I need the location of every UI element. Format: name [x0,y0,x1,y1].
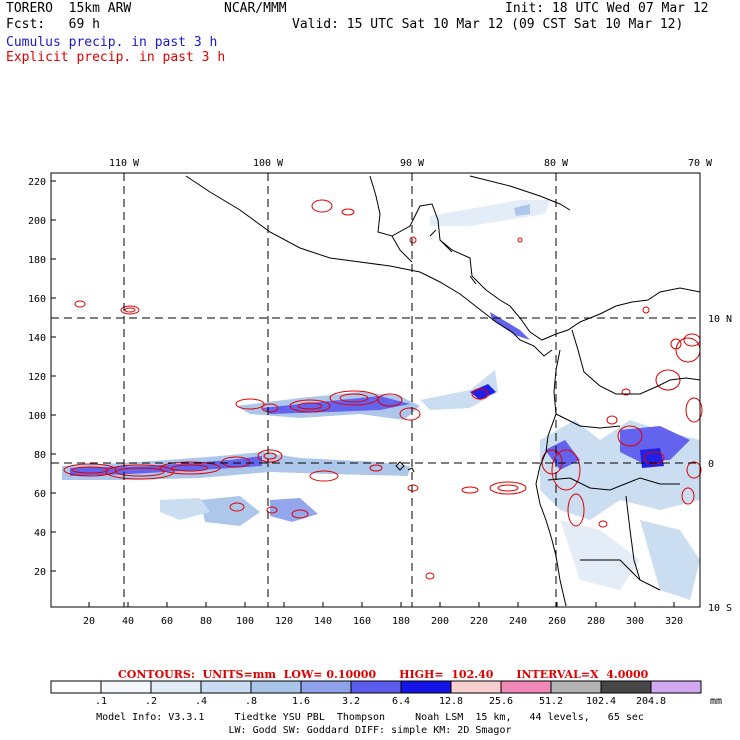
plot-frame [50,172,701,608]
color-bar-swatch [650,680,702,694]
color-bar-label: .4 [194,696,208,707]
x-tick-label: 160 [353,616,371,627]
explicit-legend: Explicit precip. in past 3 h [6,50,226,65]
lon-label: 70 W [688,158,713,169]
x-tick-label: 40 [122,616,134,627]
cumulus-precip-shading [62,200,700,600]
org-label: NCAR/MMM [224,1,287,16]
color-bar-swatch [450,680,502,694]
color-bar-label: 12.8 [438,696,464,707]
x-tick-label: 20 [83,616,95,627]
x-tick-label: 200 [431,616,449,627]
y-tick-label: 60 [34,489,46,500]
color-bar-label: .2 [144,696,158,707]
color-bar-label: 51.2 [538,696,564,707]
lon-label: 100 W [253,158,284,169]
valid-time: Valid: 15 UTC Sat 10 Mar 12 (09 CST Sat … [292,17,684,32]
color-bar-swatch [350,680,402,694]
color-bar-swatch [150,680,202,694]
y-tick-label: 180 [28,255,46,266]
y-tick-label: 140 [28,333,46,344]
lon-label: 110 W [109,158,140,169]
x-tick-label: 220 [470,616,488,627]
forecast-hour: Fcst: 69 h [6,17,100,32]
explicit-precip-contours [63,199,703,580]
color-bar [50,680,702,694]
color-bar-label: 204.8 [635,696,667,707]
x-tick-label: 180 [392,616,410,627]
y-tick-labels: 220 200 180 160 140 120 100 80 60 40 20 [28,177,46,578]
color-bar-label: 3.2 [341,696,361,707]
lat-lon-grid [51,173,700,607]
color-bar-swatch [100,680,152,694]
y-tick-label: 160 [28,294,46,305]
model-info-line2: LW: Godd SW: Goddard DIFF: simple KM: 2D… [228,725,512,736]
x-tick-labels: 20 40 60 80 100 120 140 160 180 200 220 … [83,616,683,627]
cumulus-legend: Cumulus precip. in past 3 h [6,35,218,50]
color-bar-label: 6.4 [391,696,411,707]
y-axis-ticks [51,180,56,572]
x-tick-label: 80 [200,616,212,627]
y-tick-label: 220 [28,177,46,188]
longitude-labels: 110 W 100 W 90 W 80 W 70 W [109,158,713,169]
color-bar-swatch [300,680,352,694]
x-tick-label: 320 [665,616,683,627]
color-bar-label: 25.6 [488,696,514,707]
x-tick-label: 120 [275,616,293,627]
x-tick-label: 60 [161,616,173,627]
color-bar-swatch [600,680,652,694]
y-tick-label: 200 [28,216,46,227]
color-bar-swatch [500,680,552,694]
y-tick-label: 80 [34,450,46,461]
model-title: TORERO 15km ARW [6,1,132,16]
lon-label: 90 W [400,158,425,169]
model-info-line1: Model Info: V3.3.1 Tiedtke YSU PBL Thomp… [96,712,644,723]
color-bar-label: 102.4 [585,696,617,707]
color-bar-label: .1 [94,696,108,707]
color-bar-swatch [200,680,252,694]
x-axis-ticks [88,602,675,607]
y-tick-label: 20 [34,567,46,578]
x-tick-label: 280 [587,616,605,627]
lon-label: 80 W [544,158,569,169]
latitude-labels: 10 N 0 10 S [708,314,732,614]
x-tick-label: 300 [626,616,644,627]
contours-info: CONTOURS: UNITS=mm LOW= 0.10000 HIGH= 10… [118,668,649,681]
lat-label: 0 [708,459,714,470]
y-tick-label: 120 [28,372,46,383]
lat-label: 10 N [708,314,732,325]
init-time: Init: 18 UTC Wed 07 Mar 12 [505,1,709,16]
lat-label: 10 S [708,603,732,614]
coastlines [185,175,701,607]
x-tick-label: 240 [509,616,527,627]
color-bar-unit: mm [709,696,723,707]
y-tick-label: 40 [34,528,46,539]
color-bar-label: 1.6 [291,696,311,707]
color-bar-swatch [400,680,452,694]
color-bar-swatch [550,680,602,694]
x-tick-label: 100 [236,616,254,627]
color-bar-label: .8 [244,696,258,707]
x-tick-label: 260 [548,616,566,627]
x-tick-label: 140 [314,616,332,627]
color-bar-swatch [50,680,102,694]
y-tick-label: 100 [28,411,46,422]
color-bar-swatch [250,680,302,694]
